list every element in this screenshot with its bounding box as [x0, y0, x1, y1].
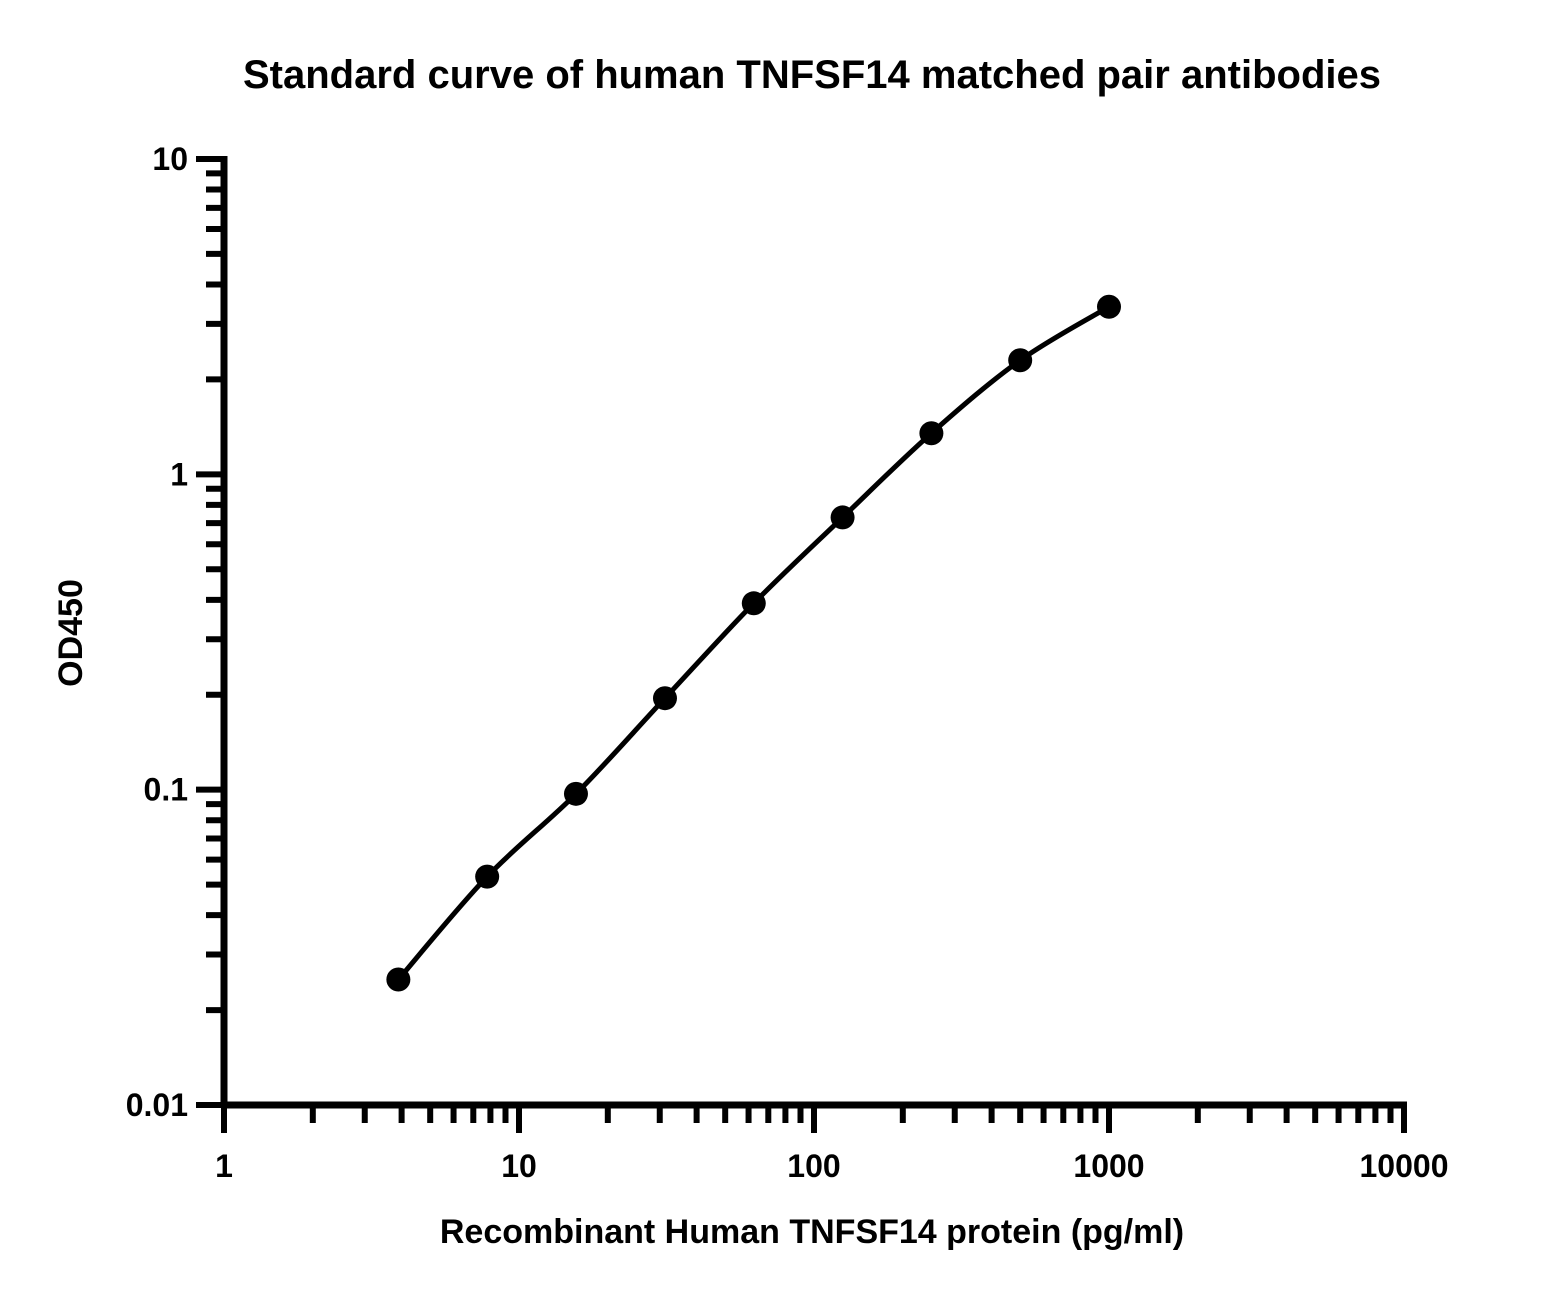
y-tick-label: 1 — [170, 456, 188, 492]
fit-curve — [396, 304, 1111, 982]
data-point — [475, 864, 500, 889]
data-point — [830, 505, 855, 530]
x-tick-label: 10000 — [1360, 1148, 1449, 1184]
data-point — [386, 967, 411, 992]
plot-area: 1 10 100 1000 10000 0.01 0.1 1 10 — [126, 141, 1449, 1184]
x-tick-label: 100 — [787, 1148, 840, 1184]
data-point — [563, 781, 588, 806]
chart-title: Standard curve of human TNFSF14 matched … — [243, 53, 1381, 97]
data-point — [652, 686, 677, 711]
y-tick-label: 0.1 — [144, 772, 188, 808]
data-point — [919, 421, 944, 446]
x-tick-label: 10 — [501, 1148, 537, 1184]
data-point — [1008, 348, 1033, 373]
y-tick-label: 0.01 — [126, 1087, 188, 1123]
x-axis-label: Recombinant Human TNFSF14 protein (pg/ml… — [440, 1213, 1184, 1251]
x-tick-label: 1 — [215, 1148, 233, 1184]
data-point — [1097, 294, 1121, 319]
y-axis-label: OD450 — [52, 579, 90, 687]
x-tick-label: 1000 — [1073, 1148, 1144, 1184]
y-tick-label: 10 — [152, 141, 188, 177]
data-point — [741, 591, 766, 616]
